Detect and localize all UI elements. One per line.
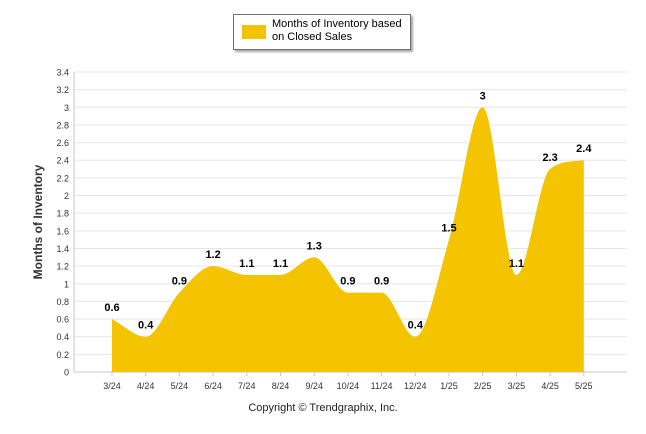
y-tick-label: 0 — [64, 368, 69, 378]
y-tick-label: 0.2 — [56, 350, 69, 360]
y-tick-label: 2 — [64, 191, 69, 201]
data-label: 1.1 — [239, 258, 254, 270]
data-label: 0.9 — [172, 276, 187, 288]
copyright-text: Copyright © Trendgraphix, Inc. — [248, 402, 398, 414]
data-label: 0.9 — [340, 276, 355, 288]
data-label: 2.3 — [542, 152, 557, 164]
y-tick-label: 3.2 — [56, 85, 69, 95]
data-label: 0.4 — [138, 320, 154, 332]
y-tick-label: 3 — [64, 103, 69, 113]
y-tick-label: 2.6 — [56, 138, 69, 148]
y-tick-label: 1.4 — [56, 244, 69, 254]
data-label: 0.4 — [408, 320, 424, 332]
y-tick-label: 0.6 — [56, 315, 69, 325]
y-tick-label: 2.8 — [56, 120, 69, 130]
y-tick-label: 1.2 — [56, 262, 69, 272]
x-tick-label: 11/24 — [371, 381, 393, 391]
x-tick-label: 2/25 — [474, 381, 492, 391]
data-label: 1.3 — [307, 240, 322, 252]
legend-label: Months of Inventory based on Closed Sale… — [272, 18, 402, 43]
y-tick-label: 1 — [64, 279, 69, 289]
x-tick-label: 7/24 — [238, 381, 256, 391]
x-tick-label: 10/24 — [337, 381, 360, 391]
y-tick-label: 1.8 — [56, 209, 69, 219]
legend-swatch — [242, 25, 266, 39]
data-label: 1.1 — [273, 258, 288, 270]
x-tick-label: 4/25 — [541, 381, 559, 391]
y-tick-label: 1.6 — [56, 226, 69, 236]
chart-legend: Months of Inventory based on Closed Sale… — [233, 14, 411, 50]
x-tick-label: 8/24 — [272, 381, 290, 391]
x-tick-label: 6/24 — [204, 381, 222, 391]
data-label: 0.6 — [104, 302, 119, 314]
x-tick-label: 5/24 — [171, 381, 189, 391]
data-label: 2.4 — [576, 143, 592, 155]
x-tick-label: 4/24 — [137, 381, 155, 391]
data-label: 1.1 — [509, 258, 524, 270]
y-tick-label: 3.4 — [56, 68, 69, 78]
x-tick-label: 3/25 — [508, 381, 526, 391]
inventory-area-series — [112, 107, 584, 372]
data-label: 3 — [480, 90, 486, 102]
y-tick-label: 0.8 — [56, 297, 69, 307]
data-label: 0.9 — [374, 276, 389, 288]
data-label: 1.2 — [205, 249, 220, 261]
y-tick-label: 0.4 — [56, 332, 69, 342]
data-label: 1.5 — [441, 223, 456, 235]
x-tick-label: 3/24 — [103, 381, 121, 391]
y-tick-label: 2.4 — [56, 156, 69, 166]
x-tick-label: 5/25 — [575, 381, 593, 391]
y-axis-title: Months of Inventory — [31, 164, 45, 279]
y-tick-label: 2.2 — [56, 173, 69, 183]
x-tick-label: 12/24 — [404, 381, 427, 391]
x-tick-label: 1/25 — [440, 381, 458, 391]
x-tick-label: 9/24 — [305, 381, 323, 391]
